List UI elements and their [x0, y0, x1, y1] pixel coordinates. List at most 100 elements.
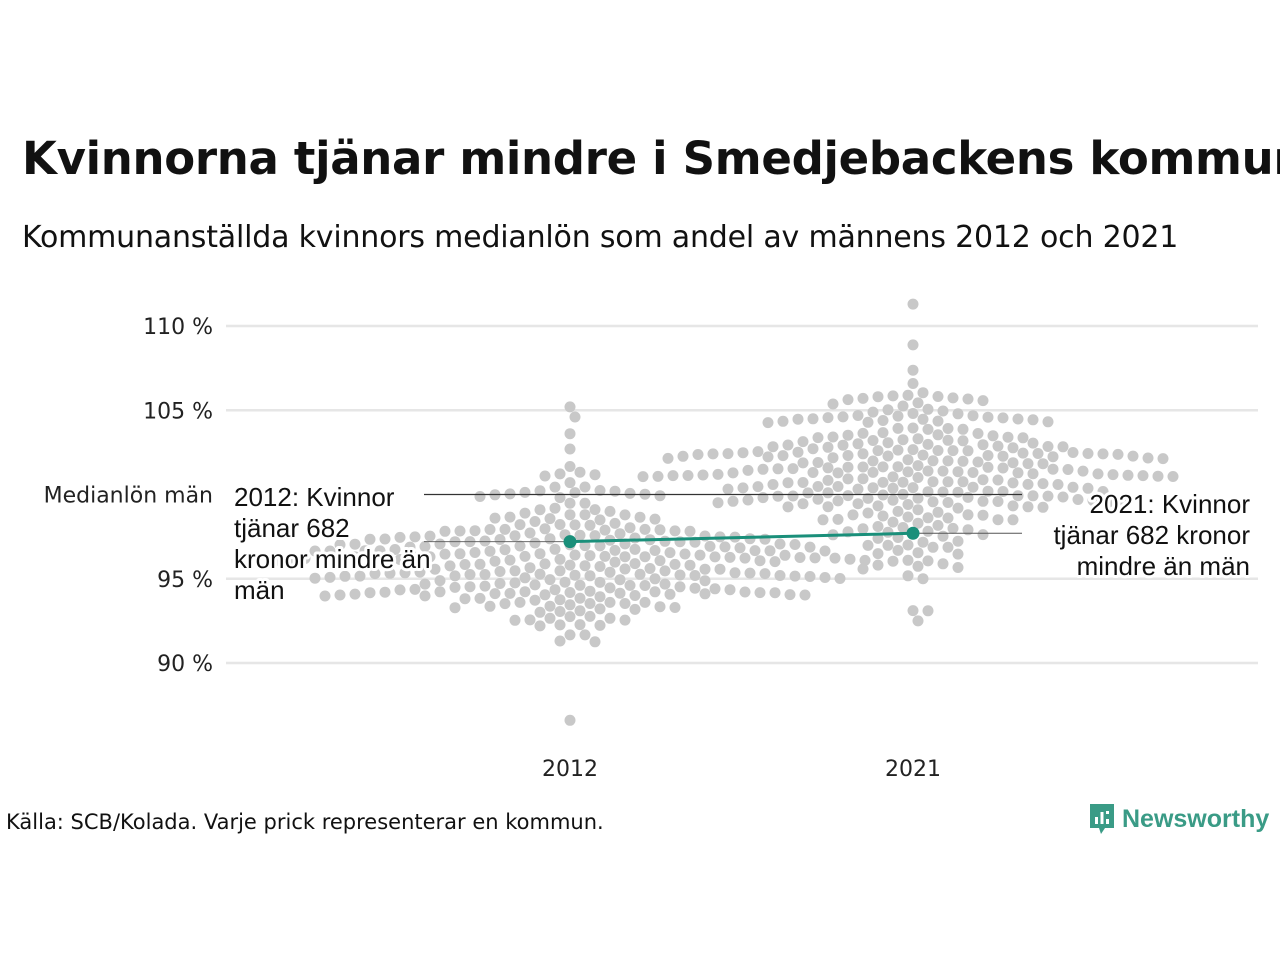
municipality-dot — [589, 504, 601, 516]
municipality-dot — [927, 496, 939, 508]
municipality-dot — [942, 455, 954, 467]
municipality-dot — [902, 554, 914, 566]
municipality-dot — [1152, 470, 1164, 482]
municipality-dot — [912, 433, 924, 445]
municipality-dot — [962, 445, 974, 457]
municipality-dot — [689, 582, 701, 594]
x-tick-label: 2012 — [542, 757, 598, 782]
municipality-dot — [819, 545, 831, 557]
municipality-dot — [952, 408, 964, 420]
municipality-dot — [789, 539, 801, 550]
municipality-dot — [972, 456, 984, 468]
municipality-dot — [564, 428, 576, 440]
municipality-dot — [324, 545, 336, 557]
municipality-dot — [922, 403, 934, 415]
municipality-dot — [599, 524, 611, 536]
municipality-dot — [564, 559, 576, 571]
municipality-dot — [349, 551, 361, 563]
municipality-dot — [867, 435, 879, 446]
municipality-dot — [474, 491, 486, 502]
municipality-dot — [1097, 448, 1109, 460]
municipality-dot — [712, 468, 724, 480]
municipality-dot — [394, 531, 406, 543]
newsworthy-logo[interactable]: Newsworthy — [1088, 802, 1269, 836]
municipality-dot — [862, 539, 874, 551]
municipality-dot — [379, 533, 391, 545]
municipality-dot — [544, 612, 556, 624]
municipality-dot — [664, 547, 676, 559]
municipality-dot — [812, 457, 824, 468]
municipality-dot — [334, 589, 346, 601]
municipality-dot — [872, 521, 884, 532]
municipality-dot — [424, 551, 436, 563]
municipality-dot — [549, 481, 561, 493]
municipality-dot — [822, 412, 834, 424]
municipality-dot — [464, 581, 476, 593]
municipality-dot — [529, 594, 541, 606]
municipality-dot — [872, 500, 884, 512]
municipality-dot — [594, 603, 606, 615]
municipality-dot — [554, 619, 566, 631]
municipality-dot — [639, 523, 651, 535]
municipality-dot — [764, 545, 776, 557]
municipality-dot — [334, 539, 346, 551]
municipality-dot — [1022, 478, 1034, 490]
municipality-dot — [519, 486, 531, 498]
municipality-dot — [912, 547, 924, 559]
municipality-dot — [594, 619, 606, 631]
municipality-dot — [624, 487, 636, 499]
municipality-dot — [569, 411, 581, 423]
municipality-dot — [584, 570, 596, 582]
municipality-dot — [907, 605, 919, 617]
municipality-dot — [1102, 497, 1114, 508]
municipality-dot — [1067, 447, 1079, 458]
municipality-dot — [762, 417, 774, 429]
municipality-dot — [759, 568, 771, 580]
municipality-dot — [579, 560, 591, 572]
municipality-dot — [829, 552, 841, 564]
municipality-dot — [689, 570, 701, 581]
municipality-dot — [902, 539, 914, 551]
municipality-dot — [897, 434, 909, 446]
municipality-dot — [774, 538, 786, 550]
municipality-dot — [589, 469, 601, 481]
municipality-dot — [349, 538, 361, 550]
municipality-dot — [499, 598, 511, 610]
municipality-dot — [579, 497, 591, 509]
municipality-dot — [907, 378, 919, 389]
municipality-dot — [604, 505, 616, 517]
municipality-dot — [474, 558, 486, 570]
municipality-dot — [822, 441, 834, 453]
municipality-dot — [1092, 468, 1104, 480]
municipality-dot — [852, 498, 864, 510]
municipality-dot — [1142, 452, 1154, 464]
municipality-dot — [782, 501, 794, 513]
municipality-dot — [907, 339, 919, 351]
municipality-dot — [834, 573, 846, 584]
municipality-dot — [1037, 458, 1049, 470]
municipality-dot — [872, 559, 884, 571]
municipality-dot — [554, 635, 566, 647]
municipality-dot — [419, 541, 431, 552]
municipality-dot — [1117, 499, 1129, 511]
municipality-dot — [992, 440, 1004, 452]
municipality-dot — [1007, 477, 1019, 489]
municipality-dot — [817, 514, 829, 526]
municipality-dot — [952, 486, 964, 498]
municipality-dot — [1017, 447, 1029, 459]
municipality-dot — [604, 612, 616, 624]
municipality-dot — [594, 576, 606, 588]
municipality-dot — [1002, 431, 1014, 443]
municipality-dot — [892, 444, 904, 456]
municipality-dot — [639, 596, 651, 608]
municipality-dot — [877, 510, 889, 522]
municipality-dot — [649, 545, 661, 556]
municipality-dot — [699, 563, 711, 575]
municipality-dot — [749, 545, 761, 557]
municipality-dot — [652, 470, 664, 482]
municipality-dot — [624, 579, 636, 591]
municipality-dot — [767, 479, 779, 490]
municipality-dot — [819, 572, 831, 583]
municipality-dot — [479, 535, 491, 547]
